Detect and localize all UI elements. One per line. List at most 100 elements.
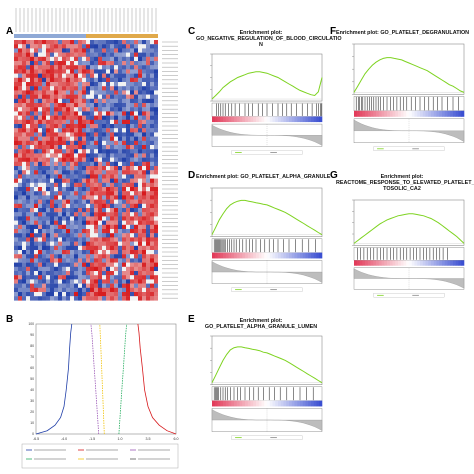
heatmap-cell — [90, 145, 94, 150]
heatmap-cell — [50, 98, 54, 104]
heatmap-cell — [110, 40, 114, 45]
heatmap-cell — [106, 157, 110, 162]
heatmap-cell — [122, 195, 126, 200]
heatmap-cell — [130, 61, 134, 66]
heatmap-cell — [38, 166, 42, 171]
heatmap-cell — [98, 61, 102, 66]
heatmap-cell — [98, 241, 102, 246]
heatmap-cell — [154, 115, 158, 120]
gsea-rank-bar-segment — [387, 110, 391, 117]
heatmap-cell — [82, 136, 86, 141]
heatmap-cell — [14, 94, 18, 99]
heatmap-cell — [70, 224, 74, 230]
heatmap-cell — [58, 195, 62, 200]
heatmap-cell — [82, 149, 86, 154]
heatmap-cell — [130, 287, 134, 293]
heatmap-cell — [26, 94, 30, 99]
heatmap-cell — [54, 94, 58, 99]
heatmap-cell — [110, 82, 114, 87]
heatmap-cell — [74, 86, 78, 91]
heatmap-cell — [146, 237, 150, 242]
gsea-es-frame — [353, 43, 465, 95]
heatmap-cell — [106, 283, 110, 288]
heatmap-cell — [150, 266, 154, 272]
heatmap-cell — [58, 174, 62, 179]
heatmap-cell — [118, 161, 122, 167]
heatmap-cell — [18, 157, 22, 162]
heatmap-cell — [142, 140, 146, 146]
heatmap-cell — [126, 224, 130, 230]
heatmap-cell — [98, 182, 102, 188]
heatmap-cell — [102, 44, 106, 49]
heatmap-cell — [122, 132, 126, 137]
heatmap-cell — [154, 271, 158, 276]
heatmap-cell — [82, 292, 86, 297]
heatmap-cell — [90, 279, 94, 284]
heatmap-cell — [78, 170, 82, 175]
heatmap-cell — [22, 233, 26, 238]
heatmap-cell — [150, 292, 154, 297]
heatmap-cell — [42, 187, 46, 192]
gsea-rank-bar-segment — [365, 260, 369, 266]
heatmap-cell — [66, 245, 70, 251]
heatmap-cell — [50, 157, 54, 162]
heatmap-cell — [14, 224, 18, 230]
chart-b-series — [35, 323, 177, 435]
heatmap-cell — [42, 292, 46, 297]
heatmap-cell — [126, 56, 130, 62]
heatmap-cell — [142, 136, 146, 141]
heatmap-cell — [54, 245, 58, 251]
heatmap-cell — [18, 245, 22, 251]
heatmap-cell — [142, 86, 146, 91]
heatmap-cell — [138, 56, 142, 62]
heatmap-cell — [110, 61, 114, 66]
heatmap-cell — [58, 292, 62, 297]
heatmap-cell — [94, 195, 98, 200]
heatmap-cell — [18, 212, 22, 217]
heatmap-cell — [118, 233, 122, 238]
heatmap-cell — [26, 212, 30, 217]
heatmap-cell — [146, 241, 150, 246]
heatmap-cell — [78, 254, 82, 259]
heatmap-cell — [102, 166, 106, 171]
heatmap-cell — [142, 52, 146, 57]
gsea-rank-bar-segment — [436, 260, 440, 266]
heatmap-cell — [26, 199, 30, 204]
heatmap-cell — [30, 44, 34, 49]
heatmap-cell — [126, 73, 130, 78]
heatmap-cell — [74, 178, 78, 183]
chart-b-ytick-label: 30 — [30, 399, 34, 403]
heatmap-cell — [46, 212, 50, 217]
heatmap-cell — [34, 153, 38, 158]
heatmap-cell — [106, 132, 110, 137]
heatmap-cell — [138, 73, 142, 78]
heatmap-cell — [38, 229, 42, 234]
gsea-rank-bar-segment — [297, 116, 301, 123]
heatmap-cell — [94, 166, 98, 171]
heatmap-cell — [146, 157, 150, 162]
heatmap-cell — [98, 258, 102, 263]
heatmap-cell — [90, 132, 94, 137]
heatmap-cell — [106, 199, 110, 204]
heatmap-cell — [102, 279, 106, 284]
heatmap-cell — [110, 111, 114, 116]
gsea-rank-bar-segment — [458, 110, 462, 117]
heatmap-cell — [18, 69, 22, 74]
heatmap-cell — [26, 170, 30, 175]
heatmap-cell — [86, 287, 90, 293]
heatmap-cell — [146, 69, 150, 74]
heatmap-cell — [26, 245, 30, 251]
heatmap-cell — [150, 153, 154, 158]
heatmap-cell — [94, 111, 98, 116]
heatmap-cell — [150, 157, 154, 162]
heatmap-cell — [18, 208, 22, 213]
heatmap-cell — [58, 241, 62, 246]
heatmap-cell — [90, 212, 94, 217]
heatmap-cell — [98, 115, 102, 120]
heatmap-cell — [142, 56, 146, 62]
heatmap-cell — [66, 73, 70, 78]
heatmap-cell — [122, 178, 126, 183]
heatmap-cell — [54, 212, 58, 217]
heatmap-cell — [138, 140, 142, 146]
gsea-rank-bar-segment — [214, 252, 218, 259]
